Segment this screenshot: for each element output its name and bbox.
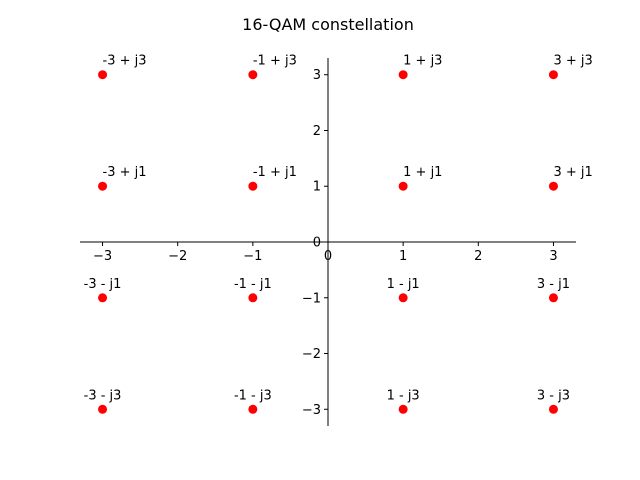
y-tick-label: 0 — [313, 236, 321, 251]
x-tick-label: −1 — [243, 249, 262, 264]
y-axis-ticks: −3 −2 −1 0 1 2 3 — [302, 68, 328, 418]
point-label: -1 + j1 — [253, 165, 297, 180]
y-tick-label: 2 — [313, 124, 321, 139]
constellation-point — [548, 181, 558, 191]
y-tick-label: −2 — [302, 347, 321, 362]
constellation-point — [98, 404, 108, 414]
x-tick-label: 3 — [549, 249, 557, 264]
point-label: 3 + j3 — [553, 54, 592, 69]
constellation-point-labels: -3 + j3 -1 + j3 1 + j3 3 + j3 -3 + j1 -1 + j1… — [84, 54, 593, 404]
point-label: 1 + j1 — [403, 165, 442, 180]
constellation-point — [248, 293, 258, 303]
point-label: 3 - j3 — [537, 388, 570, 403]
constellation-point — [248, 404, 258, 414]
x-tick-label: 0 — [324, 249, 332, 264]
point-label: -3 - j1 — [84, 277, 122, 292]
x-tick-label: 1 — [399, 249, 407, 264]
y-tick-label: 1 — [313, 180, 321, 195]
constellation-point — [398, 70, 408, 80]
constellation-point — [98, 181, 108, 191]
constellation-point — [248, 70, 258, 80]
constellation-points — [98, 70, 558, 414]
point-label: 1 - j1 — [387, 277, 420, 292]
y-tick-label: −3 — [302, 403, 321, 418]
constellation-point — [98, 293, 108, 303]
constellation-point — [548, 293, 558, 303]
y-tick-label: 3 — [313, 68, 321, 83]
point-label: 1 + j3 — [403, 54, 442, 69]
x-tick-label: −2 — [168, 249, 187, 264]
chart-title: 16-QAM constellation — [242, 15, 414, 34]
point-label: -1 - j1 — [234, 277, 272, 292]
point-label: 3 + j1 — [553, 165, 592, 180]
constellation-point — [398, 404, 408, 414]
constellation-point — [548, 70, 558, 80]
point-label: -3 + j1 — [103, 165, 147, 180]
x-tick-label: 2 — [474, 249, 482, 264]
point-label: -3 + j3 — [103, 54, 147, 69]
constellation-point — [248, 181, 258, 191]
constellation-point — [398, 181, 408, 191]
constellation-point — [398, 293, 408, 303]
point-label: 1 - j3 — [387, 388, 420, 403]
x-tick-label: −3 — [93, 249, 112, 264]
point-label: -3 - j3 — [84, 388, 122, 403]
point-label: -1 - j3 — [234, 388, 272, 403]
x-axis-ticks: −3 −2 −1 0 1 2 3 — [93, 242, 558, 264]
y-tick-label: −1 — [302, 291, 321, 306]
constellation-point — [548, 404, 558, 414]
point-label: -1 + j3 — [253, 54, 297, 69]
constellation-point — [98, 70, 108, 80]
point-label: 3 - j1 — [537, 277, 570, 292]
